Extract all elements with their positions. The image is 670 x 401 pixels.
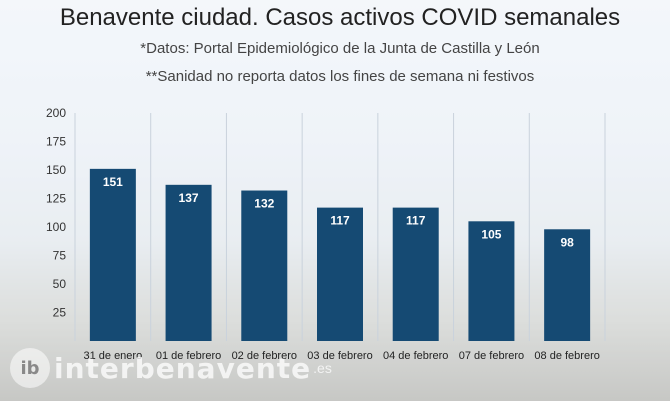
y-tick-label: 75 <box>53 249 67 263</box>
bar-value-label: 117 <box>406 214 426 228</box>
bar <box>89 168 136 341</box>
bar <box>544 229 591 341</box>
chart-subtitle-note: **Sanidad no reporta datos los fines de … <box>145 68 535 85</box>
x-tick-label: 04 de febrero <box>383 350 448 362</box>
logo-domain: .es <box>313 360 332 376</box>
bar <box>165 184 212 341</box>
y-tick-label: 200 <box>46 106 66 120</box>
watermark-logo: ib interbenavente .es <box>10 346 332 390</box>
x-tick-label: 08 de febrero <box>534 350 599 362</box>
bar-value-label: 105 <box>481 227 501 241</box>
y-tick-label: 175 <box>46 135 66 149</box>
x-tick-label: 01 de febrero <box>156 350 221 362</box>
y-tick-label: 50 <box>53 277 67 291</box>
bar-value-label: 117 <box>330 214 350 228</box>
bar <box>241 190 288 341</box>
chart-title: Benavente ciudad. Casos activos COVID se… <box>59 4 621 31</box>
y-tick-label: 25 <box>53 306 67 320</box>
chart-subtitle-source: *Datos: Portal Epidemiológico de la Junt… <box>140 40 540 57</box>
bar-value-label: 98 <box>560 235 574 249</box>
y-tick-label: 150 <box>46 163 66 177</box>
bar <box>317 207 363 341</box>
bar <box>468 221 515 341</box>
bar-value-label: 132 <box>254 197 274 211</box>
bar <box>392 207 439 341</box>
bar-value-label: 151 <box>103 175 123 189</box>
y-tick-label: 125 <box>46 192 66 206</box>
x-tick-label: 03 de febrero <box>307 350 372 362</box>
logo-badge-icon: ib <box>10 348 50 388</box>
x-tick-label: 31 de enero <box>83 350 142 362</box>
x-tick-label: 02 de febrero <box>232 350 297 362</box>
bar-value-label: 137 <box>179 191 199 205</box>
logo-text: interbenavente <box>54 351 312 385</box>
y-tick-label: 100 <box>46 220 66 234</box>
x-tick-label: 07 de febrero <box>459 350 524 362</box>
